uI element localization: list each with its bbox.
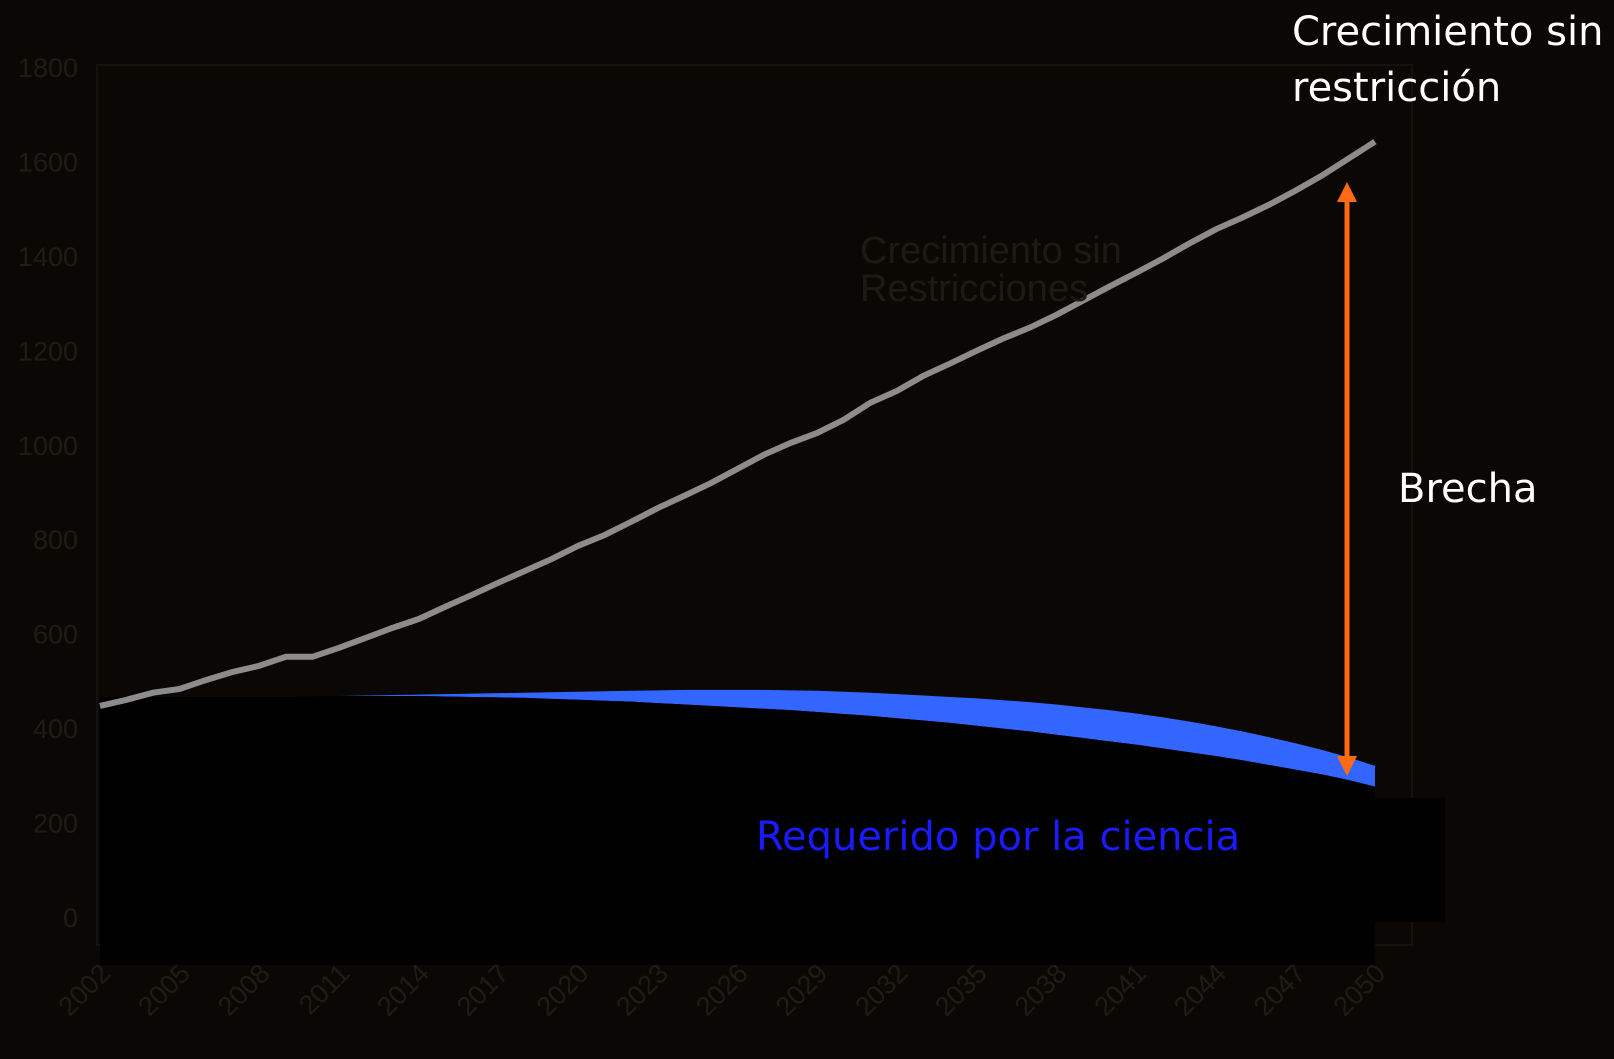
x-tick-label: 2008 — [212, 958, 276, 1022]
x-tick-label: 2023 — [610, 958, 674, 1022]
y-tick-label: 1000 — [18, 431, 78, 461]
band-label: Requerido por la ciencia — [756, 814, 1241, 860]
gap-label: Brecha — [1398, 466, 1538, 512]
line-label: Crecimiento sin restricción — [1292, 9, 1604, 111]
x-tick-label: 2035 — [929, 958, 993, 1022]
y-tick-label: 0 — [63, 903, 78, 933]
x-tick-label: 2050 — [1328, 958, 1392, 1022]
x-tick-label: 2026 — [690, 958, 754, 1022]
arrow-head — [1337, 756, 1357, 776]
y-tick-label: 800 — [33, 525, 78, 555]
x-tick-label: 2005 — [132, 958, 196, 1022]
y-tick-label: 200 — [33, 809, 78, 839]
x-tick-label: 2011 — [293, 958, 355, 1020]
x-tick-label: 2041 — [1088, 958, 1152, 1022]
band-area — [100, 689, 1375, 787]
x-tick-label: 2047 — [1248, 958, 1312, 1022]
x-tick-label: 2002 — [53, 958, 117, 1022]
x-tick-label: 2017 — [451, 958, 515, 1022]
y-tick-label: 600 — [33, 620, 78, 650]
y-tick-label: 1200 — [18, 336, 78, 366]
growth-line — [99, 139, 1377, 709]
arrow-head — [1337, 182, 1357, 202]
x-tick-label: 2029 — [770, 958, 834, 1022]
x-tick-label: 2032 — [849, 958, 913, 1022]
y-tick-label: 400 — [33, 714, 78, 744]
y-tick-label: 1600 — [18, 147, 78, 177]
label-box — [720, 798, 1445, 922]
y-tick-label: 1400 — [18, 242, 78, 272]
y-tick-label: 1800 — [18, 53, 78, 83]
x-tick-label: 2014 — [371, 958, 435, 1022]
faded-label: Crecimiento sin Restricciones — [860, 230, 1122, 310]
x-tick-label: 2020 — [531, 958, 595, 1022]
x-tick-label: 2044 — [1168, 958, 1232, 1022]
x-tick-label: 2038 — [1009, 958, 1073, 1022]
